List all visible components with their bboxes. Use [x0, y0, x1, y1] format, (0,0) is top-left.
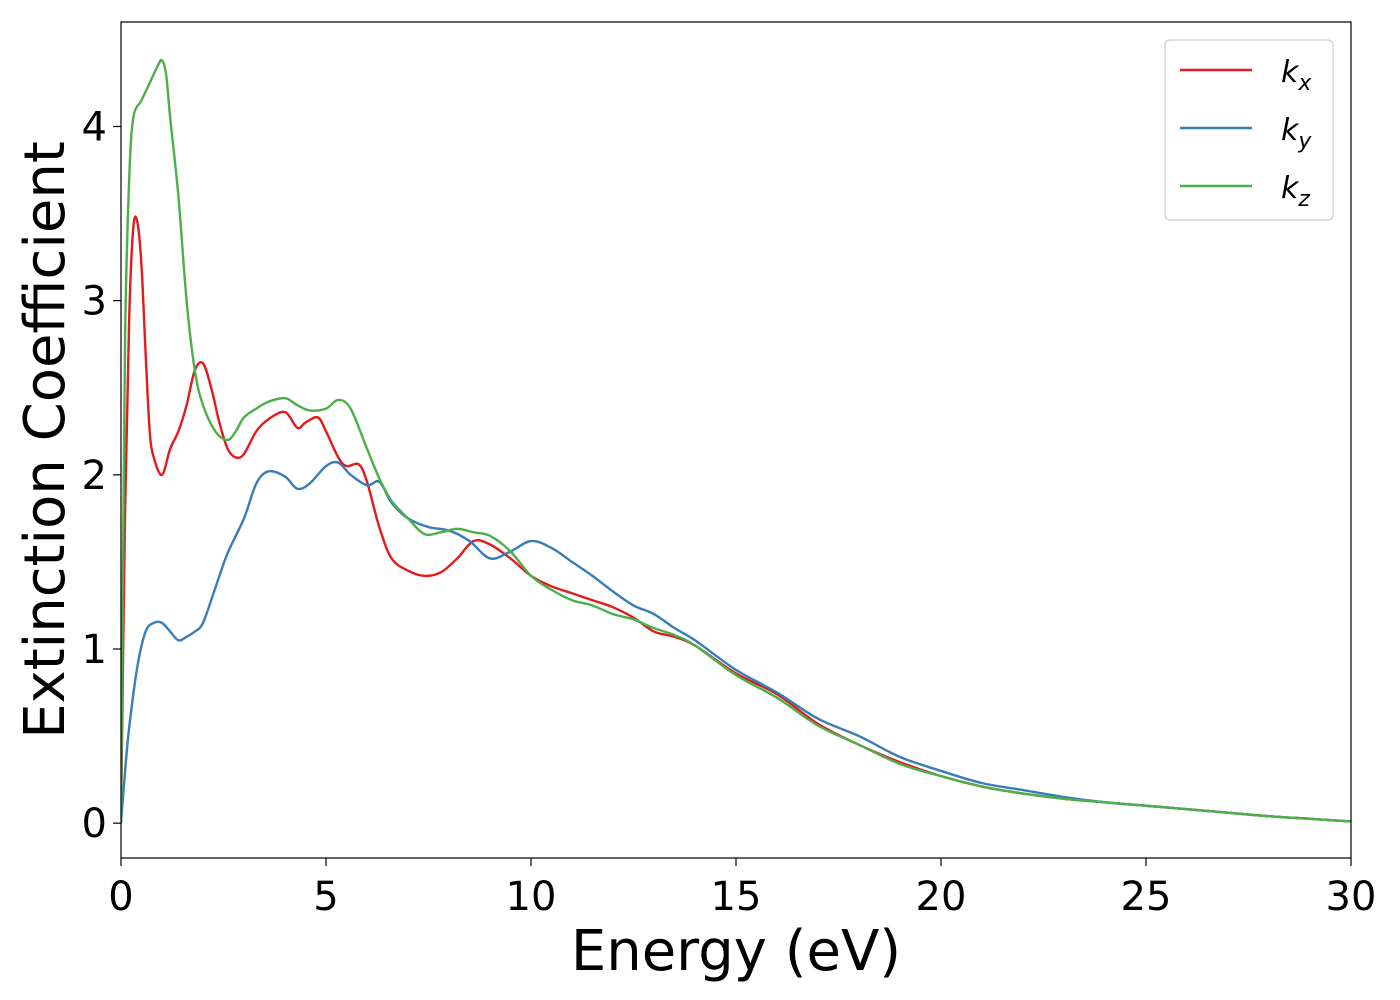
legend-box — [1164, 39, 1334, 221]
legend-label-x: kx — [1281, 55, 1312, 96]
y-axis-title: Extinction Coefficient — [13, 141, 78, 739]
series-line-z — [121, 58, 1351, 824]
series-line-y — [121, 460, 1351, 824]
x-tick-label: 0 — [108, 874, 133, 920]
y-tick-label: 4 — [82, 105, 107, 151]
x-axis-title: Energy (eV) — [571, 919, 901, 984]
y-tick-label: 3 — [82, 279, 107, 325]
legend-label-z: kz — [1281, 171, 1310, 212]
legend: kx ky kz — [1164, 39, 1334, 221]
ticks-layer: 0 5 10 15 20 25 30 0 1 2 3 4 — [82, 105, 1377, 921]
y-tick-label: 1 — [82, 627, 107, 673]
plot-layer — [121, 58, 1351, 824]
series-line-x — [121, 215, 1351, 824]
x-tick-label: 10 — [506, 874, 557, 920]
x-tick-label: 30 — [1326, 874, 1377, 920]
legend-label-y: ky — [1281, 113, 1312, 154]
y-tick-label: 2 — [82, 453, 107, 499]
y-tick-label: 0 — [82, 801, 107, 847]
x-tick-label: 25 — [1121, 874, 1172, 920]
x-tick-label: 15 — [711, 874, 762, 920]
x-tick-label: 20 — [916, 874, 967, 920]
x-tick-label: 5 — [313, 874, 338, 920]
